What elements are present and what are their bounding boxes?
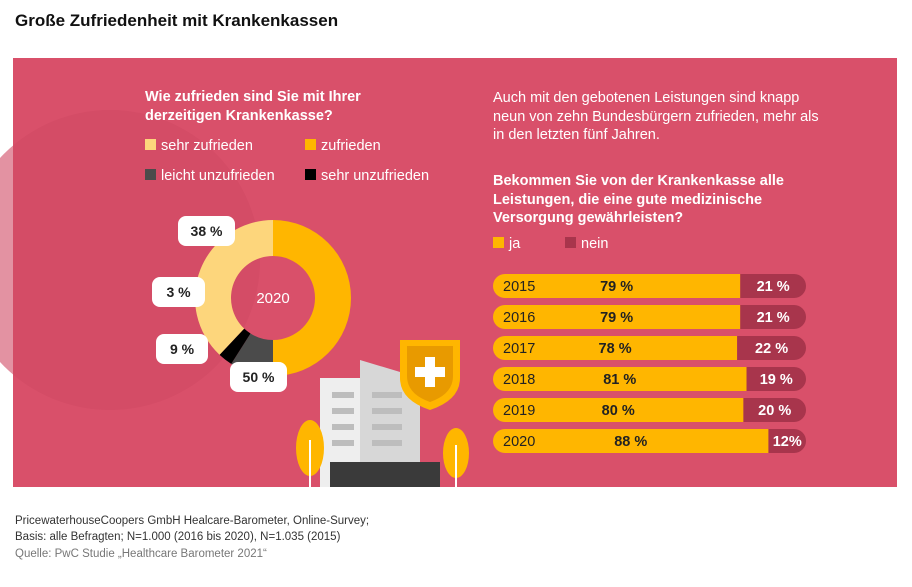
- bar-segment: [493, 429, 769, 453]
- footnote: Basis: alle Befragten; N=1.000 (2016 bis…: [15, 531, 341, 543]
- category-label: 2019: [503, 403, 535, 419]
- donut-segment: [273, 220, 351, 376]
- bar-segment: [737, 336, 806, 360]
- legend-label: leicht unzufrieden: [161, 168, 275, 184]
- legend-label: sehr unzufrieden: [321, 168, 429, 184]
- value-label: 38 %: [191, 223, 223, 239]
- donut-title: Wie zufrieden sind Sie mit Ihrer derzeit…: [145, 89, 361, 124]
- legend-swatch: [305, 169, 316, 180]
- category-label: 2017: [503, 341, 535, 357]
- value-label: 88 %: [614, 434, 647, 450]
- value-label: 78 %: [599, 341, 632, 357]
- value-label: 3 %: [166, 284, 191, 300]
- bar-title: Bekommen Sie von der Krankenkasse alle L…: [493, 173, 784, 226]
- category-label: 2016: [503, 310, 535, 326]
- value-label: 19 %: [760, 372, 793, 388]
- bar-segment: [493, 305, 741, 329]
- legend-swatch: [493, 237, 504, 248]
- intro-text: Auch mit den gebotenen Leistungen sind k…: [493, 90, 819, 143]
- legend-label: nein: [581, 236, 608, 252]
- bar-segment: [740, 274, 806, 298]
- value-label: 50 %: [243, 369, 275, 385]
- legend-swatch: [305, 139, 316, 150]
- label-box: [230, 362, 287, 392]
- bar-segment: [493, 336, 738, 360]
- label-box: [178, 216, 235, 246]
- value-label: 22 %: [755, 341, 788, 357]
- page-title: Große Zufriedenheit mit Krankenkassen: [15, 11, 339, 30]
- value-label: 79 %: [600, 310, 633, 326]
- legend-label: sehr zufrieden: [161, 138, 253, 154]
- category-label: 2018: [503, 372, 535, 388]
- bar-segment: [740, 305, 806, 329]
- category-label: 2020: [503, 434, 535, 450]
- center-label: 2020: [256, 290, 289, 307]
- label-box: [152, 277, 205, 307]
- category-label: 2015: [503, 279, 535, 295]
- value-label: 21 %: [757, 310, 790, 326]
- value-label: 80 %: [602, 403, 635, 419]
- value-label: 12%: [773, 434, 802, 450]
- bar-segment: [768, 429, 806, 453]
- value-label: 20 %: [758, 403, 791, 419]
- legend-label: ja: [508, 236, 521, 252]
- donut-segment: [219, 328, 251, 364]
- value-label: 21 %: [757, 279, 790, 295]
- illustration: [296, 340, 469, 487]
- donut-segment: [195, 220, 273, 355]
- footnote: Quelle: PwC Studie „Healthcare Barometer…: [15, 548, 267, 560]
- label-box: [156, 334, 208, 364]
- bar-segment: [746, 367, 806, 391]
- bar-segment: [743, 398, 806, 422]
- bar-segment: [493, 398, 744, 422]
- footnote: PricewaterhouseCoopers GmbH Healcare-Bar…: [15, 515, 370, 527]
- legend-label: zufrieden: [321, 138, 381, 154]
- value-label: 9 %: [170, 341, 195, 357]
- bar-segment: [493, 367, 747, 391]
- bar-segment: [493, 274, 741, 298]
- legend-swatch: [565, 237, 576, 248]
- value-label: 79 %: [600, 279, 633, 295]
- legend-swatch: [145, 169, 156, 180]
- legend-swatch: [145, 139, 156, 150]
- value-label: 81 %: [603, 372, 636, 388]
